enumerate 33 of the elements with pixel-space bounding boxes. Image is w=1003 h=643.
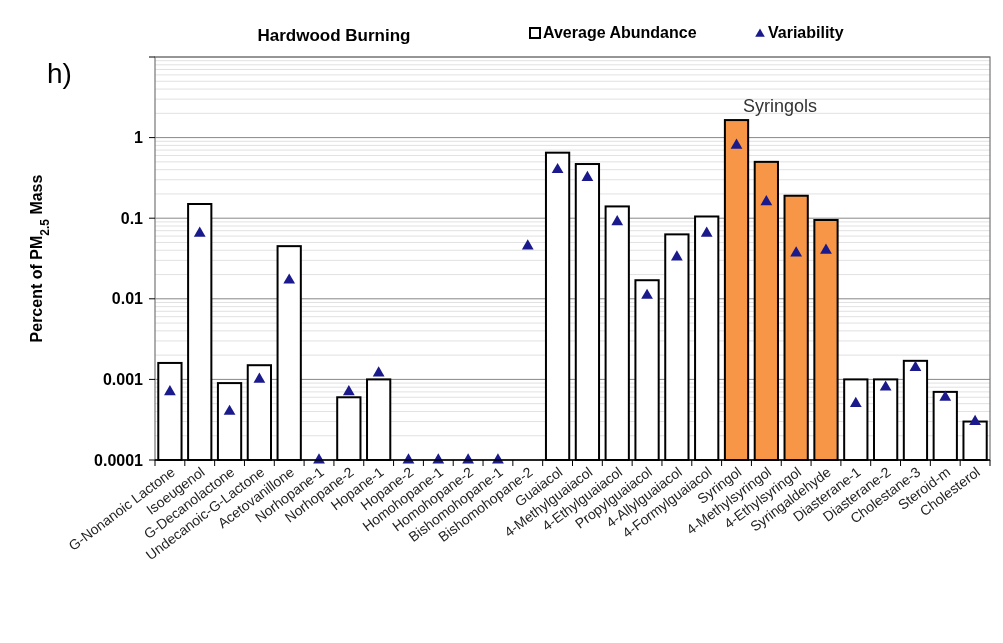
point	[820, 243, 832, 254]
point	[521, 239, 534, 250]
point	[849, 396, 862, 408]
point	[730, 138, 743, 149]
point	[760, 194, 773, 206]
y-tick-label: 0.001	[102, 371, 144, 388]
point	[700, 226, 713, 237]
point	[939, 390, 952, 401]
y-tick-label: 0.0001	[94, 451, 144, 469]
point	[223, 404, 236, 415]
point	[164, 385, 176, 396]
point	[372, 366, 385, 377]
point	[551, 162, 564, 174]
y-tick-label: 0.01	[111, 290, 144, 308]
point	[193, 226, 206, 237]
legend-label: Average Abundance	[543, 24, 697, 41]
point	[641, 288, 653, 299]
point	[581, 170, 594, 181]
point	[909, 360, 922, 372]
annotation: Syringols	[742, 96, 818, 116]
point	[283, 273, 296, 284]
point	[611, 215, 624, 226]
chart-title: Hardwood Burning	[257, 26, 411, 45]
point	[670, 250, 683, 261]
point	[969, 414, 981, 425]
point	[342, 385, 355, 396]
point	[790, 246, 803, 257]
point	[253, 372, 266, 383]
y-tick-label: 0.1	[120, 209, 144, 227]
legend-label: Variability	[768, 24, 844, 41]
y-tick-label: 1	[134, 129, 144, 147]
point	[879, 380, 892, 391]
text: h)	[47, 58, 72, 89]
